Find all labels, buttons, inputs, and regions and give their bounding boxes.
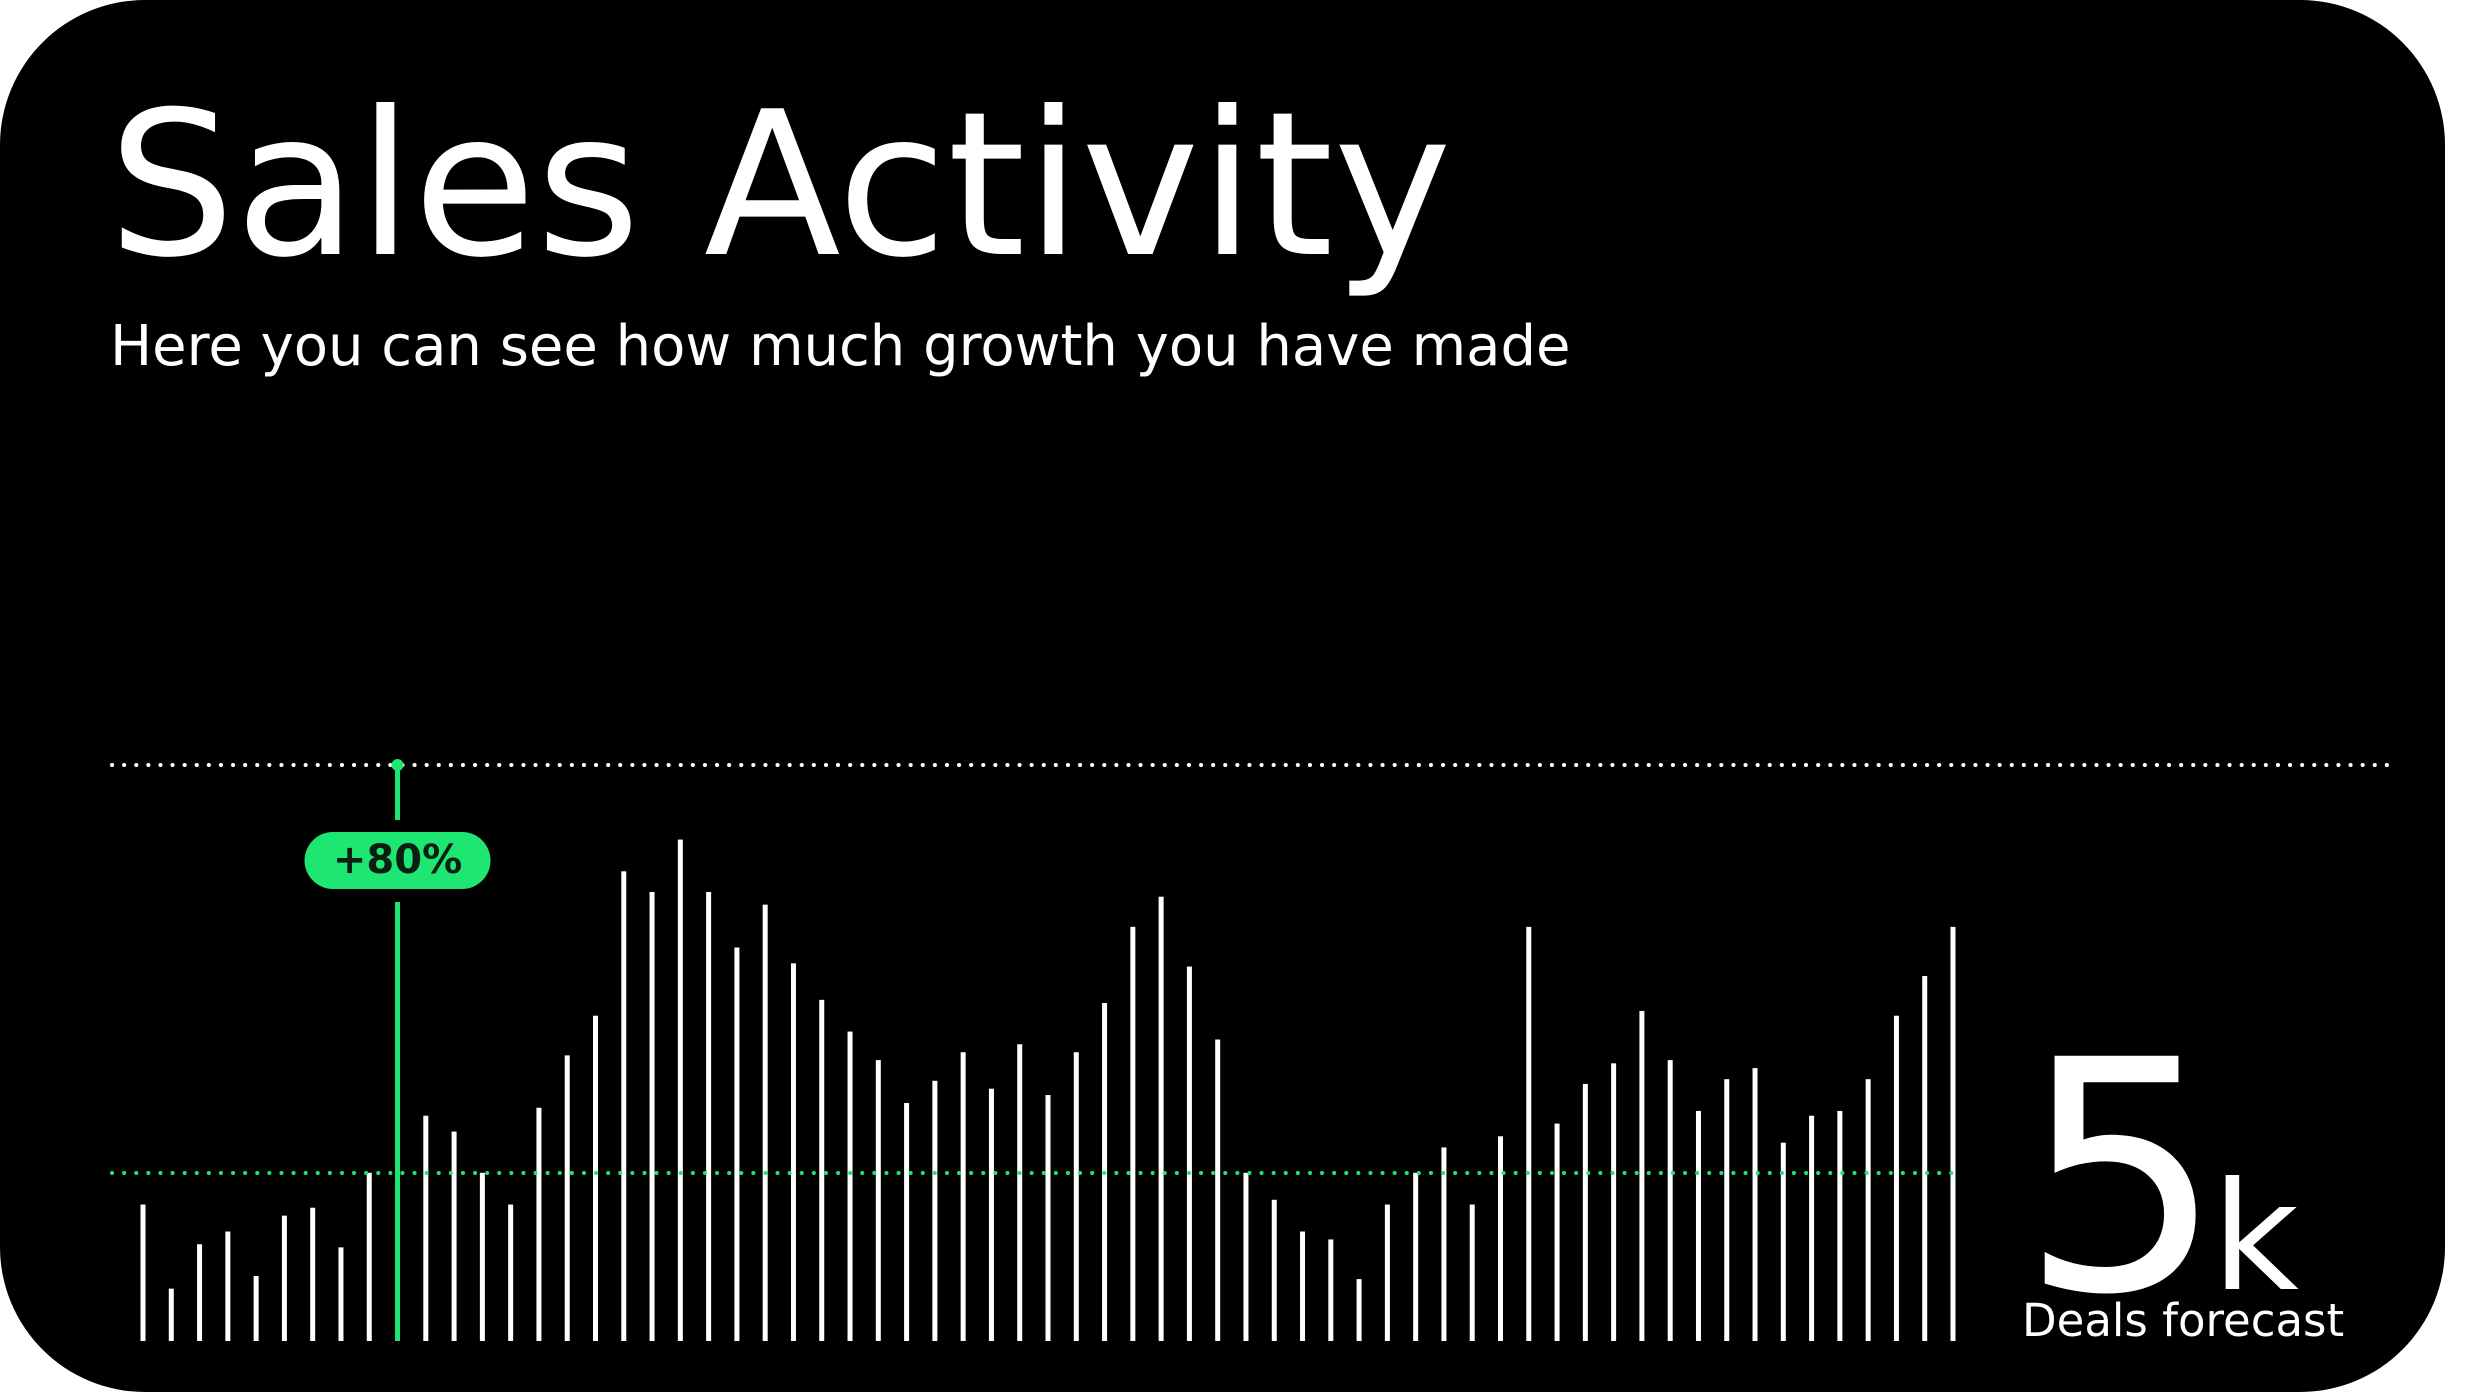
- bar: [1752, 1068, 1758, 1341]
- bar: [1865, 1079, 1871, 1341]
- bar: [338, 1247, 344, 1341]
- bar: [1413, 1172, 1419, 1341]
- bar: [1017, 1044, 1023, 1341]
- bar: [197, 1244, 203, 1341]
- bar: [1950, 926, 1956, 1341]
- bar: [1724, 1079, 1730, 1341]
- bar: [1186, 966, 1192, 1341]
- kpi-unit: k: [2212, 1151, 2299, 1325]
- bar: [1780, 1142, 1786, 1341]
- bar: [225, 1231, 231, 1341]
- bar: [819, 999, 825, 1341]
- bar: [1554, 1123, 1560, 1341]
- bar: [988, 1088, 994, 1341]
- bar: [1922, 976, 1928, 1341]
- bar: [875, 1060, 881, 1341]
- bar: [564, 1055, 570, 1341]
- bar: [479, 1172, 485, 1341]
- bar: [762, 904, 768, 1341]
- bar: [1893, 1015, 1899, 1341]
- bar: [1809, 1115, 1815, 1341]
- bar: [1667, 1060, 1673, 1341]
- annotation: +80%: [333, 837, 462, 883]
- bar: [253, 1275, 259, 1341]
- bar: [1384, 1204, 1390, 1341]
- bar: [1356, 1279, 1362, 1341]
- bar: [1300, 1231, 1306, 1341]
- kpi-value: 5: [2020, 993, 2224, 1365]
- bar: [847, 1031, 853, 1341]
- bar: [593, 1015, 598, 1341]
- bar: [1498, 1136, 1503, 1341]
- bar: [536, 1107, 542, 1341]
- bar: [1215, 1039, 1221, 1341]
- title: Sales Activity: [108, 69, 1452, 302]
- bar: [310, 1207, 316, 1341]
- bar: [706, 891, 712, 1341]
- bar: [960, 1052, 966, 1341]
- bar: [1441, 1147, 1447, 1341]
- bar: [423, 1115, 429, 1341]
- bar: [1130, 926, 1136, 1341]
- bar: [621, 871, 627, 1341]
- badge-background: [304, 832, 491, 889]
- bar: [677, 839, 683, 1341]
- bar: [649, 891, 655, 1341]
- kpi-label: Deals forecast: [2022, 1294, 2344, 1347]
- bar: [1243, 1172, 1249, 1341]
- bar: [366, 1172, 372, 1341]
- badge: +80%: [304, 832, 491, 889]
- subtitle: Here you can see how much growth you hav…: [110, 314, 1570, 379]
- bar: [1045, 1095, 1051, 1341]
- bar: [168, 1288, 174, 1341]
- bar: [1639, 1010, 1645, 1341]
- highlight-bar: [395, 765, 401, 1341]
- bar: [734, 947, 740, 1341]
- bar: [1073, 1052, 1079, 1341]
- bar: [1526, 926, 1532, 1341]
- bar: [451, 1131, 457, 1341]
- bar: [1611, 1063, 1617, 1341]
- bar: [1837, 1110, 1843, 1341]
- bar: [140, 1204, 146, 1341]
- highlight-dot: [391, 759, 404, 771]
- bar: [1158, 896, 1164, 1341]
- bar: [1582, 1083, 1588, 1341]
- bar: [904, 1102, 910, 1341]
- bar: [1469, 1204, 1475, 1341]
- bar: [1695, 1110, 1701, 1341]
- bars: [140, 759, 1956, 1341]
- bar: [932, 1080, 938, 1341]
- bar: [1328, 1239, 1334, 1341]
- bar: [508, 1204, 514, 1341]
- bar: [281, 1215, 287, 1341]
- bar: [790, 963, 796, 1341]
- bar: [1271, 1199, 1277, 1341]
